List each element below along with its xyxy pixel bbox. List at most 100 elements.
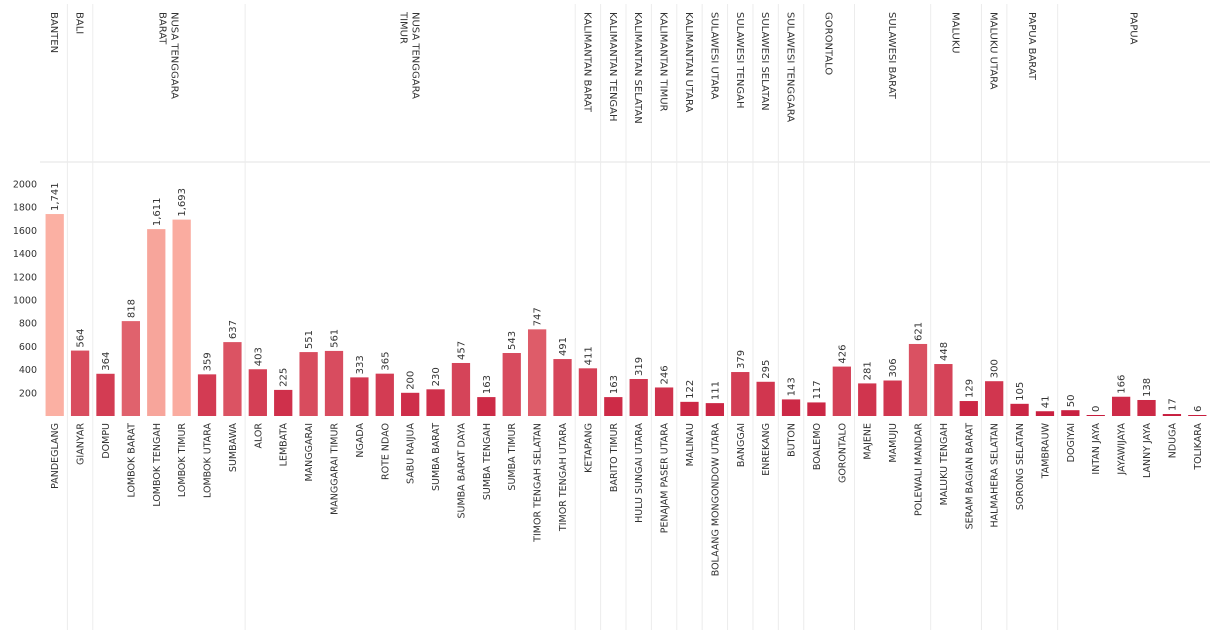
bar-rote-ndao[interactable] <box>375 373 394 416</box>
value-label-mamuju: 306 <box>888 358 899 377</box>
bar-ketapang[interactable] <box>578 368 598 416</box>
bar-majene[interactable] <box>858 383 877 416</box>
bar-enrekang[interactable] <box>756 381 775 416</box>
bar-barito-timur[interactable] <box>604 397 623 416</box>
bar-dompu[interactable] <box>96 373 115 416</box>
bar-lombok-barat[interactable] <box>121 321 141 416</box>
category-label-polewali-mandar: POLEWALI MANDAR <box>914 423 925 516</box>
bar-seram-bagian-barat[interactable] <box>959 401 978 416</box>
value-label-lombok-tengah: 1,611 <box>152 197 163 226</box>
value-label-sumbawa: 637 <box>228 320 239 339</box>
category-label-mamuju: MAMUJU <box>888 423 899 463</box>
bar-sumba-barat[interactable] <box>426 389 445 416</box>
value-label-enrekang: 295 <box>761 360 772 379</box>
bar-hulu-sungai-utara[interactable] <box>629 378 648 416</box>
y-tick-label: 600 <box>19 342 37 353</box>
bar-manggarai-timur[interactable] <box>324 350 344 416</box>
bar-tolikara[interactable] <box>1188 415 1207 416</box>
bar-ngada[interactable] <box>350 377 369 416</box>
y-tick-label: 1800 <box>13 203 37 214</box>
category-label-ketapang: KETAPANG <box>583 423 594 473</box>
bar-lanny-jaya[interactable] <box>1137 399 1156 416</box>
category-label-timor-tengah-selatan: TIMOR TENGAH SELATAN <box>533 423 544 543</box>
bar-buton[interactable] <box>781 399 801 416</box>
bar-bolaang-mongondow-utara[interactable] <box>705 403 725 416</box>
category-label-tolikara: TOLIKARA <box>1193 423 1204 471</box>
category-label-nduga: NDUGA <box>1167 423 1178 459</box>
bar-lombok-tengah[interactable] <box>147 229 166 416</box>
category-label-malinau: MALINAU <box>685 423 696 466</box>
value-label-barito-timur: 163 <box>609 375 620 394</box>
category-labels: PANDEGLANG GIANYAR DOMPU LOMBOK BARAT LOMBOK… <box>50 422 1204 576</box>
province-label-kalimantan-timur: KALIMANTAN TIMUR <box>658 12 669 112</box>
bar-timor-tengah-selatan[interactable] <box>527 329 547 416</box>
bar-polewali-mandar[interactable] <box>908 343 928 416</box>
y-tick-label: 800 <box>19 319 37 330</box>
bar-gianyar[interactable] <box>70 350 90 416</box>
bar-sumba-tengah[interactable] <box>477 397 496 416</box>
province-label-papua: PAPUA <box>1127 12 1138 45</box>
bar-lombok-utara[interactable] <box>197 374 217 416</box>
bar-boalemo[interactable] <box>807 402 826 416</box>
category-label-lombok-timur: LOMBOK TIMUR <box>177 423 188 497</box>
value-label-sumba-barat-daya: 457 <box>456 341 467 360</box>
value-label-jayawijaya: 166 <box>1117 375 1128 394</box>
y-tick-label: 1400 <box>13 249 37 260</box>
bar-maluku-tengah[interactable] <box>934 364 953 416</box>
province-label-sulawesi-tengah: SULAWESI TENGAH <box>734 12 745 108</box>
value-label-lombok-barat: 818 <box>126 299 137 318</box>
category-label-sabu-raijua: SABU RAIJUA <box>406 423 417 484</box>
value-label-buton: 143 <box>787 377 798 396</box>
value-label-sumba-timur: 543 <box>507 331 518 350</box>
bar-sorong-selatan[interactable] <box>1010 403 1029 416</box>
value-label-gianyar: 564 <box>76 328 87 347</box>
bar-intan-jaya[interactable] <box>1086 415 1105 416</box>
bar-lombok-timur[interactable] <box>172 219 191 416</box>
bar-gorontalo[interactable] <box>832 366 851 416</box>
value-label-tambrauw: 41 <box>1040 396 1051 409</box>
y-tick-label: 1000 <box>13 296 37 307</box>
province-label-sulawesi-utara: SULAWESI UTARA <box>708 12 719 99</box>
bar-tambrauw[interactable] <box>1035 411 1055 416</box>
bar-nduga[interactable] <box>1162 414 1182 416</box>
category-label-rote-ndao: ROTE NDAO <box>380 423 391 480</box>
value-label-timor-tengah-utara: 491 <box>558 337 569 356</box>
province-label-sulawesi-barat: SULAWESI BARAT <box>886 12 897 100</box>
bar-mamuju[interactable] <box>883 380 902 416</box>
bar-malinau[interactable] <box>680 401 699 416</box>
province-label-nusa-tenggara-barat: NUSA TENGGARABARAT <box>156 12 179 99</box>
category-label-lombok-utara: LOMBOK UTARA <box>203 423 214 498</box>
category-label-jayawijaya: JAYAWIJAYA <box>1117 423 1128 476</box>
category-label-lanny-jaya: LANNY JAYA <box>1142 423 1153 479</box>
bar-lembata[interactable] <box>274 389 293 416</box>
bar-dogiyai[interactable] <box>1061 410 1080 416</box>
bar-alor[interactable] <box>248 369 267 416</box>
value-label-banggai: 379 <box>736 350 747 369</box>
bar-penajam-paser-utara[interactable] <box>654 387 674 416</box>
bar-jayawijaya[interactable] <box>1111 396 1131 416</box>
bar-sumba-timur[interactable] <box>502 353 521 416</box>
value-label-seram-bagian-barat: 129 <box>964 379 975 398</box>
bar-sumbawa[interactable] <box>223 342 242 416</box>
bars <box>45 214 1207 416</box>
category-label-ngada: NGADA <box>355 423 366 458</box>
category-label-banggai: BANGGAI <box>736 423 747 467</box>
category-label-majene: MAJENE <box>863 423 874 460</box>
bar-timor-tengah-utara[interactable] <box>553 359 572 416</box>
category-label-sorong-selatan: SORONG SELATAN <box>1015 423 1026 510</box>
province-label-sulawesi-selatan: SULAWESI SELATAN <box>759 12 770 111</box>
bar-manggarai[interactable] <box>299 352 318 416</box>
bar-banggai[interactable] <box>731 372 750 416</box>
province-label-maluku: MALUKU <box>950 12 961 53</box>
value-label-gorontalo: 426 <box>837 344 848 363</box>
category-label-hulu-sungai-utara: HULU SUNGAI UTARA <box>634 423 645 523</box>
bar-pandeglang[interactable] <box>45 214 64 416</box>
category-label-enrekang: ENREKANG <box>761 423 772 476</box>
bar-sumba-barat-daya[interactable] <box>451 362 471 416</box>
bar-halmahera-selatan[interactable] <box>985 381 1004 416</box>
category-label-dogiyai: DOGIYAI <box>1066 423 1077 462</box>
province-label-kalimantan-barat: KALIMANTAN BARAT <box>581 12 592 113</box>
value-label-lembata: 225 <box>279 368 290 387</box>
group-dividers <box>40 4 1210 630</box>
bar-sabu-raijua[interactable] <box>401 392 420 416</box>
